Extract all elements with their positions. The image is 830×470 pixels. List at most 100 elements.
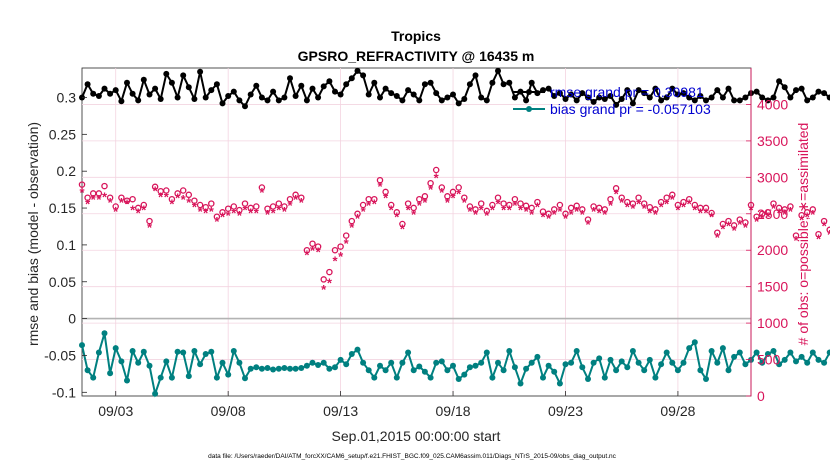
bias-point xyxy=(714,359,721,366)
rmse-point xyxy=(804,97,811,104)
rmse-point xyxy=(287,75,293,82)
rmse-point xyxy=(590,98,597,105)
obs-assimilated-point: * xyxy=(591,204,597,219)
obs-assimilated-point: * xyxy=(79,185,85,200)
y-tick-label-left: 0.05 xyxy=(49,274,76,290)
bias-point xyxy=(343,361,350,368)
bias-point xyxy=(236,359,243,366)
bias-point xyxy=(798,353,805,360)
data-file-footnote: data file: /Users/raeder/DAI/ATM_forcXX/… xyxy=(208,453,617,460)
obs-possible-point xyxy=(438,184,446,191)
obs-possible-point xyxy=(781,206,788,213)
x-tick-label: 09/03 xyxy=(98,403,133,419)
obs-possible-point xyxy=(376,176,384,184)
legend: rmse grand pr = 0.30981 bias grand pr = … xyxy=(513,84,711,117)
rmse-point xyxy=(635,87,642,94)
rmse-point xyxy=(562,96,569,102)
rmse-point xyxy=(146,91,153,98)
obs-assimilated-point: * xyxy=(377,179,383,194)
rmse-point xyxy=(298,82,305,89)
bias-point xyxy=(253,364,260,371)
obs-possible-point xyxy=(298,194,305,201)
obs-assimilated-point: * xyxy=(462,195,468,210)
obs-assimilated-point: * xyxy=(181,192,187,207)
obs-assimilated-point: * xyxy=(659,200,665,215)
obs-possible-point xyxy=(725,217,732,225)
obs-assimilated-point: * xyxy=(383,191,389,206)
bias-point xyxy=(646,356,653,363)
obs-assimilated-point: * xyxy=(450,191,456,206)
rmse-point xyxy=(84,81,91,88)
rmse-point xyxy=(157,96,164,102)
obs-assimilated-point: * xyxy=(675,202,681,217)
obs-possible-point xyxy=(444,193,451,200)
obs-assimilated-point: * xyxy=(175,191,181,206)
rmse-point xyxy=(725,85,732,92)
obs-assimilated-point: * xyxy=(614,186,620,201)
obs-assimilated-point: * xyxy=(495,197,501,212)
rmse-point xyxy=(703,97,709,104)
rmse-point xyxy=(230,88,237,95)
rmse-point xyxy=(292,93,299,99)
obs-assimilated-point: * xyxy=(226,208,232,223)
rmse-point xyxy=(545,85,552,92)
bias-point xyxy=(354,346,361,353)
obs-assimilated-point: * xyxy=(608,198,614,213)
obs-possible-point xyxy=(179,187,187,194)
obs-possible-point xyxy=(595,204,603,212)
obs-possible-point xyxy=(770,200,777,207)
bias-point xyxy=(225,371,232,378)
obs-possible-point xyxy=(95,190,103,197)
obs-possible-point xyxy=(174,190,181,197)
obs-possible-point xyxy=(590,203,597,210)
obs-assimilated-point: * xyxy=(619,195,625,210)
obs-assimilated-point: * xyxy=(113,204,119,219)
obs-assimilated-point: * xyxy=(130,202,136,217)
obs-assimilated-point: * xyxy=(271,205,277,220)
bias-point xyxy=(708,348,715,354)
obs-assimilated-point: * xyxy=(248,205,254,220)
bias-point xyxy=(174,348,181,355)
rmse-point xyxy=(140,76,147,83)
rmse-point xyxy=(348,75,355,82)
bias-point xyxy=(287,365,293,372)
obs-possible-point xyxy=(151,183,159,191)
obs-assimilated-point: * xyxy=(164,189,170,204)
obs-possible-point xyxy=(787,203,794,210)
legend-rmse-marker xyxy=(526,89,532,95)
obs-possible-point xyxy=(736,216,744,223)
bias-point xyxy=(197,361,204,368)
rmse-point xyxy=(691,97,698,104)
obs-assimilated-point: * xyxy=(147,220,153,235)
rmse-point xyxy=(759,94,766,101)
obs-assimilated-point: * xyxy=(265,207,271,222)
obs-possible-point xyxy=(101,182,108,190)
rmse-point xyxy=(629,100,636,107)
obs-possible-point xyxy=(78,181,86,188)
bias-point xyxy=(337,356,344,363)
y-tick-label-right: 1500 xyxy=(757,279,788,295)
obs-assimilated-point: * xyxy=(473,207,479,222)
bias-point xyxy=(781,356,788,363)
bias-point xyxy=(388,359,395,366)
plot-area xyxy=(81,67,752,397)
obs-assimilated-point: * xyxy=(254,205,260,220)
obs-possible-point xyxy=(292,191,299,199)
rmse-point xyxy=(264,97,271,104)
obs-possible-point xyxy=(612,185,620,192)
rmse-point xyxy=(253,82,260,89)
obs-possible-point xyxy=(134,204,142,212)
obs-assimilated-point: * xyxy=(664,197,670,212)
obs-assimilated-point: * xyxy=(304,248,310,263)
rmse-point xyxy=(489,79,496,86)
rmse-point xyxy=(821,90,828,97)
obs-possible-point xyxy=(208,200,215,207)
legend-bias-label: bias grand pr = -0.057103 xyxy=(550,101,711,117)
series-obs-possible xyxy=(78,166,830,283)
bias-point xyxy=(360,359,367,366)
obs-possible-point xyxy=(730,222,738,229)
axes-layer: -0.1 -0.05 0 0.05 0.1 0.15 0.2 0.25 0.3 0 500 1000 1… xyxy=(44,68,788,419)
bias-point xyxy=(641,367,648,374)
rmse-point xyxy=(191,96,198,102)
rmse-point xyxy=(708,94,715,101)
